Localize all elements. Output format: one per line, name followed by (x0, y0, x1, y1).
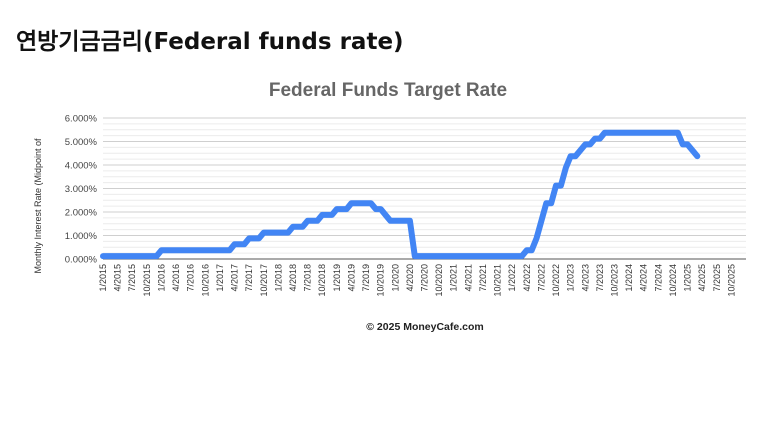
series-line (100, 129, 701, 260)
x-tick-label: 1/2017 (215, 264, 225, 292)
x-tick-label: 10/2017 (259, 264, 269, 297)
y-tick-label: 4.000% (65, 161, 98, 172)
y-tick-label: 3.000% (65, 184, 98, 195)
x-tick-label: 7/2025 (712, 264, 722, 292)
x-tick-label: 1/2016 (156, 264, 166, 292)
x-tick-label: 7/2016 (186, 264, 196, 292)
y-tick-label: 6.000% (65, 114, 98, 125)
y-axis-label: Monthly Interest Rate (Midpoint of (33, 138, 43, 274)
x-tick-label: 10/2018 (317, 264, 327, 297)
x-tick-label: 10/2020 (434, 264, 444, 297)
x-tick-label: 7/2024 (653, 264, 663, 292)
x-tick-label: 4/2018 (288, 264, 298, 292)
y-tick-labels: 0.000% 1.000% 2.000% 3.000% 4.000% 5.000% 6.00… (65, 114, 98, 266)
x-tick-label: 1/2024 (624, 264, 634, 292)
x-tick-label: 4/2024 (639, 264, 649, 292)
x-tick-label: 1/2023 (566, 264, 576, 292)
y-tick-label: 0.000% (65, 255, 98, 266)
x-tick-label: 4/2023 (580, 264, 590, 292)
x-tick-label: 10/2015 (142, 264, 152, 297)
x-tick-label: 7/2022 (536, 264, 546, 292)
x-tick-label: 4/2020 (405, 264, 415, 292)
x-tick-label: 10/2022 (551, 264, 561, 297)
x-tick-label: 1/2019 (332, 264, 342, 292)
page-heading: 연방기금금리(Federal funds rate) (16, 29, 404, 55)
x-tick-labels: 1/2015 4/2015 7/2015 10/2015 1/2016 4/2016 7/2… (98, 264, 736, 297)
y-tick-label: 2.000% (65, 208, 98, 219)
x-tick-label: 10/2025 (726, 264, 736, 297)
x-tick-label: 1/2018 (273, 264, 283, 292)
x-tick-label: 7/2021 (478, 264, 488, 292)
x-tick-label: 7/2015 (127, 264, 137, 292)
x-tick-label: 10/2016 (200, 264, 210, 297)
series-layer (100, 129, 701, 260)
x-tick-label: 4/2025 (697, 264, 707, 292)
x-tick-label: 7/2020 (420, 264, 430, 292)
x-tick-label: 1/2015 (98, 264, 108, 292)
x-tick-label: 4/2015 (113, 264, 123, 292)
x-tick-label: 4/2022 (522, 264, 532, 292)
copyright-note: © 2025 MoneyCafe.com (366, 321, 483, 333)
x-tick-label: 4/2019 (346, 264, 356, 292)
x-tick-label: 10/2021 (493, 264, 503, 297)
y-tick-label: 1.000% (65, 231, 98, 242)
y-tick-label: 5.000% (65, 137, 98, 148)
x-tick-label: 4/2017 (230, 264, 240, 292)
x-tick-label: 1/2025 (683, 264, 693, 292)
x-tick-label: 7/2023 (595, 264, 605, 292)
x-tick-label: 7/2018 (303, 264, 313, 292)
chart-title: Federal Funds Target Rate (269, 80, 507, 101)
x-tick-label: 4/2021 (463, 264, 473, 292)
x-tick-label: 7/2019 (361, 264, 371, 292)
x-tick-label: 10/2024 (668, 264, 678, 297)
grid-layer (103, 117, 746, 260)
x-tick-label: 4/2016 (171, 264, 181, 292)
x-tick-label: 7/2017 (244, 264, 254, 292)
x-tick-label: 1/2020 (390, 264, 400, 292)
x-tick-label: 1/2022 (507, 264, 517, 292)
x-tick-label: 10/2023 (609, 264, 619, 297)
x-tick-label: 10/2019 (376, 264, 386, 297)
x-tick-label: 1/2021 (449, 264, 459, 292)
